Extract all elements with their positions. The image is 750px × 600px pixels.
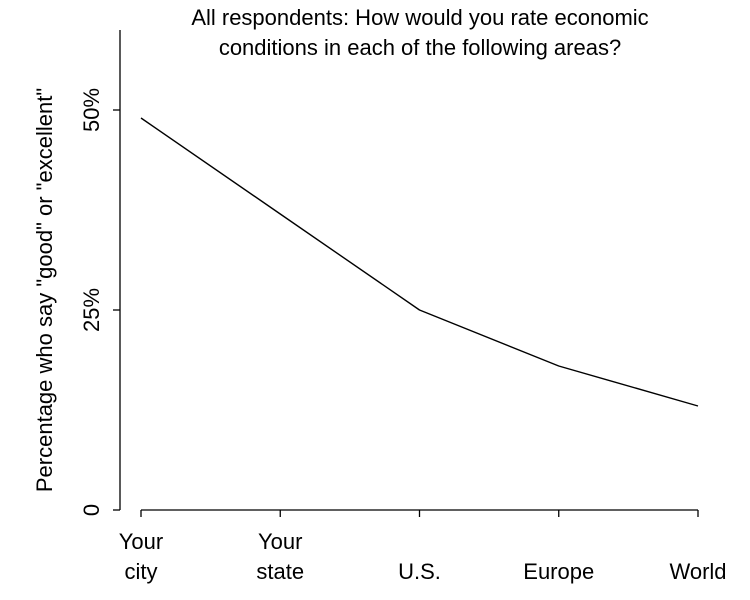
y-tick-label: 50% xyxy=(79,88,104,132)
y-tick-label: 0 xyxy=(79,504,104,516)
x-tick-label: Europe xyxy=(523,559,594,584)
series xyxy=(140,117,699,407)
series-line xyxy=(140,117,699,407)
y-ticks: 0 25% 50% xyxy=(79,88,120,516)
x-tick-label: World xyxy=(669,559,726,584)
axes xyxy=(119,30,698,511)
x-tick-label: city xyxy=(125,559,158,584)
x-tick-label: Your xyxy=(258,529,302,554)
chart-title-line: All respondents: How would you rate econ… xyxy=(191,5,648,30)
x-ticks: Your city Your state U.S. Europe World xyxy=(119,510,727,584)
x-tick-label: Your xyxy=(119,529,163,554)
chart-title-line: conditions in each of the following area… xyxy=(219,35,621,60)
y-axis-title: Percentage who say "good" or "excellent" xyxy=(32,88,57,492)
x-tick-label: U.S. xyxy=(398,559,441,584)
y-tick-label: 25% xyxy=(79,288,104,332)
x-tick-label: state xyxy=(256,559,304,584)
chart-title: All respondents: How would you rate econ… xyxy=(191,5,648,60)
